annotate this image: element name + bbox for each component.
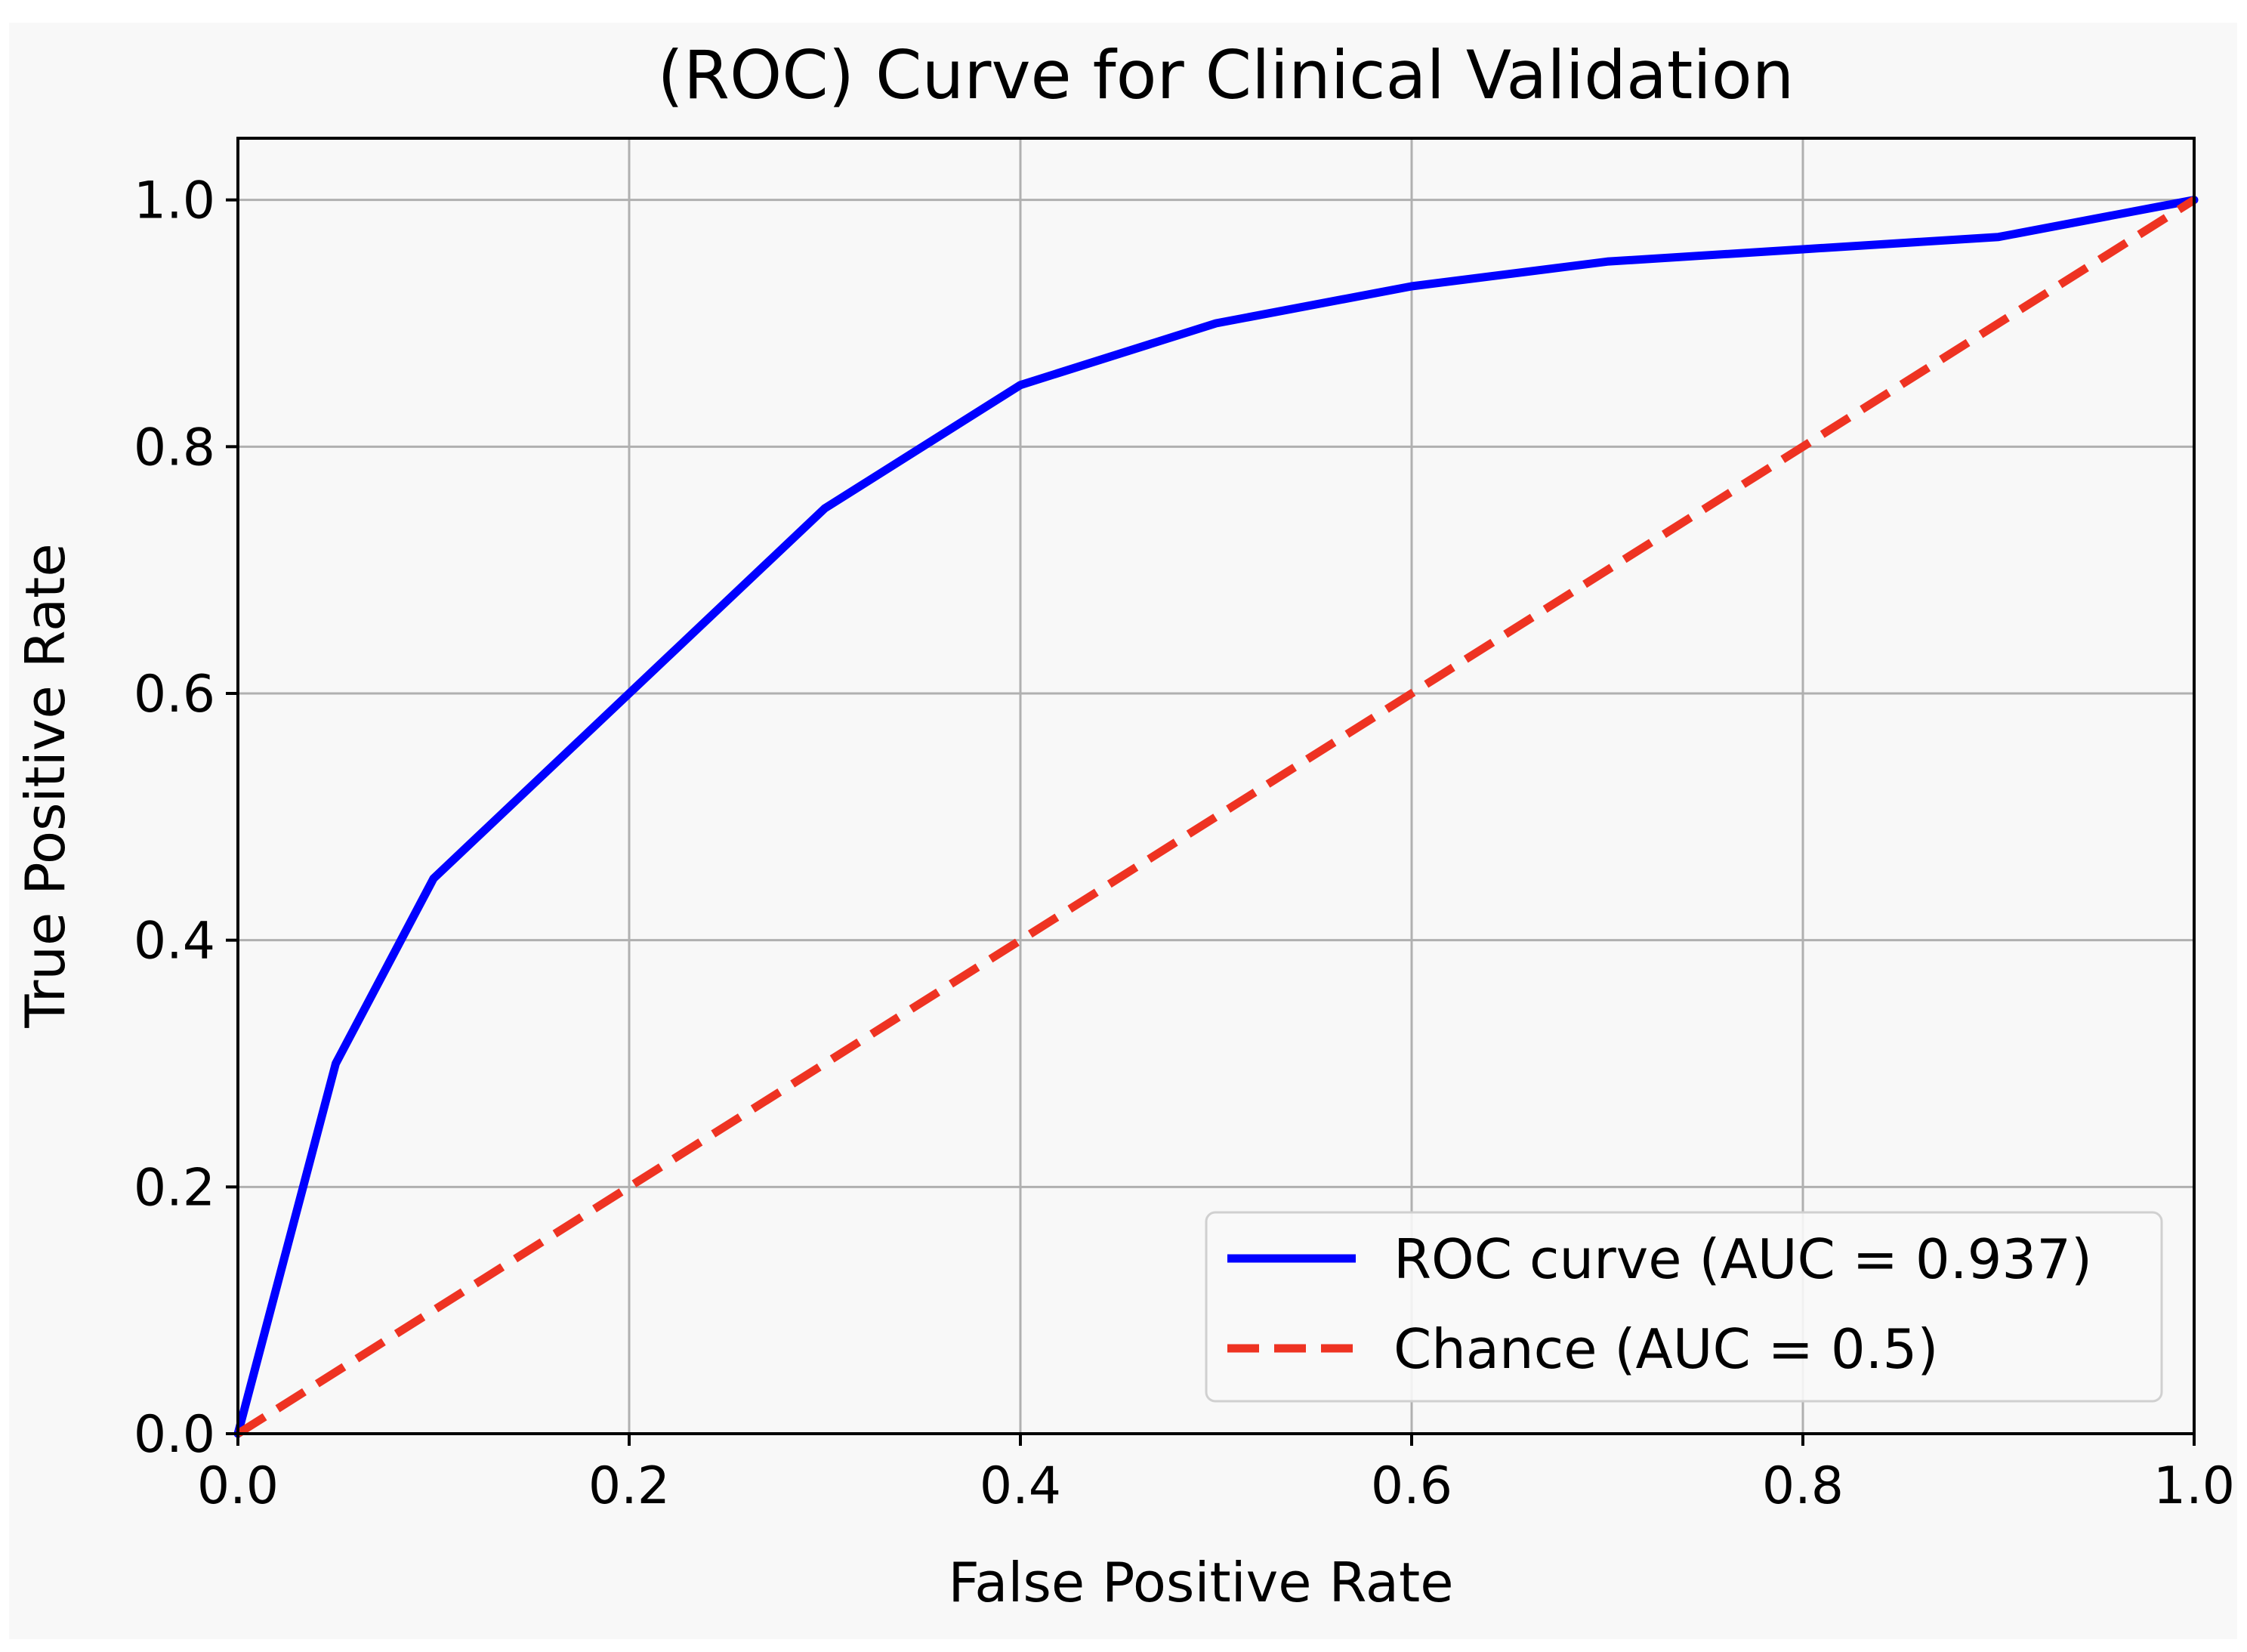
x-axis-label: False Positive Rate bbox=[948, 1551, 1453, 1614]
chart-title: (ROC) Curve for Clinical Validation bbox=[658, 36, 1795, 114]
x-tick-label-4: 0.8 bbox=[1762, 1456, 1844, 1516]
y-tick-label-2: 0.4 bbox=[134, 912, 215, 971]
series-layer bbox=[233, 196, 2199, 1438]
x-tick-label-0: 0.0 bbox=[197, 1456, 279, 1516]
y-tick-label-5: 1.0 bbox=[134, 171, 215, 231]
y-axis-label: True Positive Rate bbox=[14, 543, 77, 1028]
legend-label-roc: ROC curve (AUC = 0.937) bbox=[1394, 1227, 2092, 1291]
x-tick-label-5: 1.0 bbox=[2153, 1456, 2235, 1516]
x-tick-label-1: 0.2 bbox=[588, 1456, 670, 1516]
x-tick-label-3: 0.6 bbox=[1371, 1456, 1452, 1516]
y-tick-label-0: 0.0 bbox=[134, 1405, 215, 1465]
ticks: 0.0 0.2 0.4 0.6 0.8 1.0 0.0 0.2 0.4 0.6 0.8 1.0 bbox=[134, 171, 2235, 1516]
y-tick-label-3: 0.6 bbox=[134, 665, 215, 724]
plot-frame bbox=[236, 137, 2196, 1435]
series-chance-line bbox=[236, 196, 2196, 1437]
y-tick-label-4: 0.8 bbox=[134, 418, 215, 477]
series-roc-line bbox=[233, 196, 2199, 1438]
x-tick-label-2: 0.4 bbox=[980, 1456, 1061, 1516]
legend: ROC curve (AUC = 0.937) Chance (AUC = 0.… bbox=[1205, 1211, 2163, 1403]
legend-box bbox=[1205, 1211, 2163, 1403]
y-tick-label-1: 0.2 bbox=[134, 1158, 215, 1218]
legend-label-chance: Chance (AUC = 0.5) bbox=[1394, 1317, 1938, 1381]
